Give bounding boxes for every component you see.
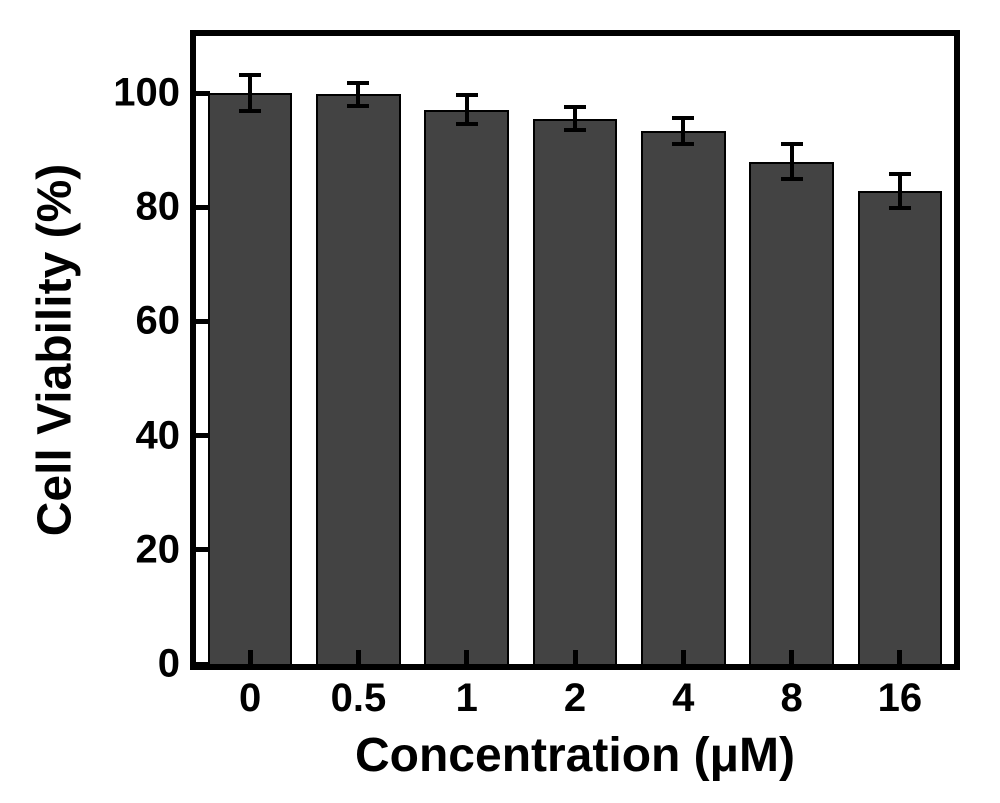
x-tick-mark (681, 650, 686, 664)
bar (316, 94, 400, 664)
bar (208, 93, 292, 664)
x-tick-label: 16 (878, 676, 923, 721)
bar (533, 119, 617, 664)
x-tick-mark (356, 650, 361, 664)
y-tick-label: 20 (136, 527, 181, 572)
y-tick-label: 100 (113, 71, 180, 116)
x-tick-label: 2 (564, 676, 586, 721)
y-tick-label: 80 (136, 185, 181, 230)
x-tick-label: 1 (456, 676, 478, 721)
bar (858, 191, 942, 664)
x-axis-title: Concentration (μM) (355, 728, 795, 783)
x-tick-label: 0 (239, 676, 261, 721)
x-tick-label: 4 (672, 676, 694, 721)
x-tick-mark (789, 650, 794, 664)
x-tick-mark (248, 650, 253, 664)
y-tick-label: 60 (136, 299, 181, 344)
y-axis-title: Cell Viability (%) (28, 164, 83, 537)
y-tick-label: 40 (136, 413, 181, 458)
plot-area (190, 30, 960, 670)
x-tick-mark (464, 650, 469, 664)
y-tick-label: 0 (158, 642, 180, 687)
bar (749, 162, 833, 664)
x-tick-mark (573, 650, 578, 664)
figure: Cell Viability (%) Concentration (μM) 0 2… (0, 0, 1000, 803)
bar (641, 131, 725, 664)
x-tick-label: 8 (780, 676, 802, 721)
x-tick-mark (897, 650, 902, 664)
x-tick-label: 0.5 (331, 676, 387, 721)
bar (424, 110, 508, 664)
